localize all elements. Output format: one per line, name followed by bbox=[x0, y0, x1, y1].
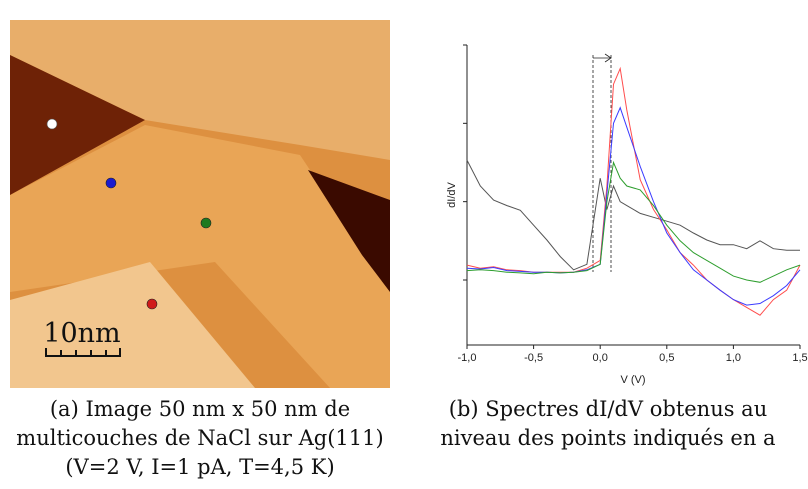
data-line bbox=[466, 106, 801, 306]
caption-line: (V=2 V, I=1 pA, T=4,5 K) bbox=[65, 455, 334, 479]
x-tick-label: 0,0 bbox=[593, 352, 608, 364]
x-tick-label: -0,5 bbox=[524, 352, 543, 364]
x-tick-label: 1,0 bbox=[726, 352, 741, 364]
x-tick-label: -1,0 bbox=[458, 352, 477, 364]
point-marker bbox=[146, 298, 158, 310]
x-tick-label: 1,5 bbox=[792, 352, 807, 364]
point-marker bbox=[200, 217, 212, 229]
data-line bbox=[466, 66, 801, 316]
terrace bbox=[10, 125, 390, 388]
x-axis-label: V (V) bbox=[620, 374, 645, 386]
point-marker bbox=[105, 177, 117, 189]
x-tick-label: 0,5 bbox=[659, 352, 674, 364]
caption-line: (b) Spectres dI/dV obtenus au bbox=[449, 397, 767, 421]
annotation bbox=[592, 53, 612, 272]
stm-image: 10nm bbox=[10, 20, 390, 388]
data-line bbox=[466, 160, 801, 283]
scale-bar bbox=[45, 348, 121, 357]
caption-line: niveau des points indiqués en a bbox=[440, 426, 775, 450]
y-axis-label: dI/dV bbox=[446, 181, 458, 207]
terrace bbox=[10, 20, 390, 160]
caption-line: (a) Image 50 nm x 50 nm de bbox=[50, 397, 350, 421]
dark-terrace bbox=[308, 170, 390, 292]
data-line bbox=[466, 159, 800, 271]
caption-line: multicouches de NaCl sur Ag(111) bbox=[16, 426, 383, 450]
dark-terrace bbox=[10, 55, 145, 195]
scale-bar-label: 10nm bbox=[43, 318, 120, 349]
point-marker bbox=[46, 118, 58, 130]
